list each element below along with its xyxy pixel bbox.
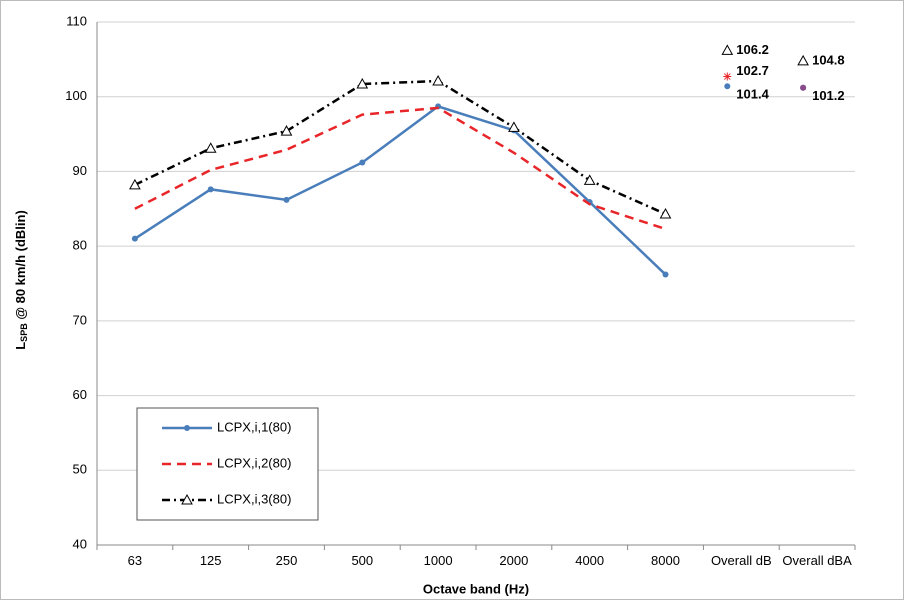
y-title-sub: SPB <box>19 323 29 342</box>
point <box>181 493 193 505</box>
x-tick-label: 1000 <box>423 553 453 568</box>
data-label: 106.2 <box>736 42 769 57</box>
point <box>184 425 190 431</box>
y-tick-label: 40 <box>73 536 87 551</box>
legend-label: LCPX,i,3(80) <box>217 491 291 506</box>
y-tick-label: 60 <box>73 387 87 402</box>
y-tick-label: 50 <box>73 462 87 477</box>
point <box>283 196 290 203</box>
point <box>356 77 369 89</box>
y-tick-label: 100 <box>65 88 87 103</box>
series-line <box>134 105 667 276</box>
y-tick-label: 90 <box>73 163 87 178</box>
x-tick-label: Overall dBA <box>782 553 852 568</box>
point <box>800 84 807 91</box>
data-label: 101.4 <box>736 87 769 102</box>
point <box>723 72 732 81</box>
legend-label: LCPX,i,2(80) <box>217 455 291 470</box>
x-tick-label: 250 <box>275 553 298 568</box>
legend-label: LCPX,i,1(80) <box>217 419 291 434</box>
point <box>797 54 809 66</box>
x-axis-title: Octave band (Hz) <box>423 581 529 596</box>
x-tick-label: 63 <box>127 553 143 568</box>
point <box>204 142 217 153</box>
point <box>508 121 520 132</box>
data-label: 104.8 <box>812 52 845 67</box>
series-line <box>134 106 666 231</box>
y-tick-label: 80 <box>73 238 87 253</box>
y-title-rest: @ 80 km/h (dBlin) <box>13 210 28 323</box>
y-axis-title: LSPB @ 80 km/h (dBlin) <box>13 210 29 350</box>
point <box>721 44 734 55</box>
point <box>280 125 293 136</box>
y-title-main: L <box>13 342 28 350</box>
data-label: 101.2 <box>812 88 845 103</box>
point <box>359 159 366 166</box>
x-tick-label: 8000 <box>651 553 680 568</box>
data-label: 102.7 <box>736 63 769 78</box>
point <box>659 207 672 219</box>
point <box>131 235 138 242</box>
point <box>129 178 141 190</box>
point <box>662 271 669 278</box>
x-tick-label: 2000 <box>499 553 529 568</box>
x-tick-label: 4000 <box>575 553 605 568</box>
point <box>583 174 596 185</box>
series-line <box>134 79 667 216</box>
point <box>724 83 731 90</box>
x-tick-label: Overall dB <box>710 553 772 568</box>
y-tick-label: 70 <box>73 312 87 327</box>
x-tick-label: 500 <box>351 553 374 568</box>
x-tick-label: 125 <box>199 553 222 568</box>
point <box>432 74 444 86</box>
point <box>207 186 214 193</box>
y-tick-label: 110 <box>66 13 87 28</box>
